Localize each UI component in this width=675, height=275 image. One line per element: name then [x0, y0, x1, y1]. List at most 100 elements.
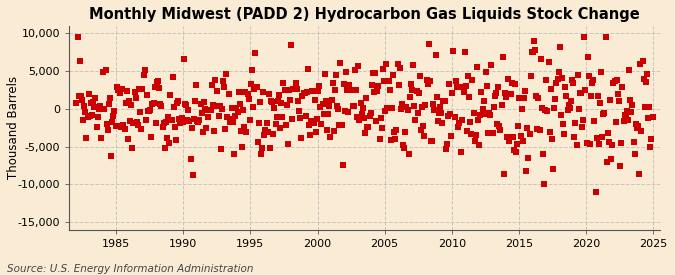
Point	[273, 93, 284, 97]
Point	[290, 81, 301, 85]
Point	[142, 93, 153, 98]
Point	[263, 91, 274, 96]
Point	[100, 68, 111, 73]
Point	[155, 102, 166, 107]
Point	[514, 95, 525, 100]
Point	[340, 109, 350, 113]
Point	[217, 78, 228, 83]
Point	[106, 154, 117, 158]
Point	[334, 123, 345, 127]
Point	[383, 78, 394, 83]
Point	[360, 131, 371, 135]
Point	[227, 106, 238, 110]
Point	[209, 129, 219, 133]
Point	[298, 90, 309, 95]
Point	[487, 130, 498, 135]
Point	[601, 160, 612, 164]
Point	[370, 71, 381, 75]
Point	[151, 121, 161, 126]
Point	[557, 76, 568, 81]
Point	[491, 122, 502, 126]
Point	[374, 137, 385, 141]
Point	[327, 81, 338, 86]
Point	[111, 84, 122, 89]
Point	[342, 88, 352, 93]
Point	[146, 135, 157, 139]
Point	[382, 105, 393, 110]
Point	[409, 104, 420, 108]
Point	[533, 96, 544, 100]
Point	[215, 147, 226, 151]
Point	[385, 138, 396, 142]
Point	[626, 109, 637, 114]
Point	[627, 103, 638, 108]
Point	[147, 102, 158, 106]
Point	[391, 128, 402, 132]
Point	[153, 79, 163, 83]
Point	[549, 106, 560, 111]
Point	[256, 152, 267, 156]
Point	[132, 120, 142, 124]
Point	[624, 68, 634, 73]
Point	[108, 113, 119, 118]
Point	[355, 101, 366, 105]
Point	[431, 95, 442, 100]
Point	[612, 92, 623, 96]
Point	[321, 128, 332, 132]
Point	[139, 67, 150, 72]
Point	[101, 122, 112, 126]
Point	[309, 98, 320, 103]
Point	[570, 121, 580, 126]
Point	[614, 99, 624, 103]
Point	[608, 81, 619, 86]
Point	[390, 137, 401, 142]
Point	[522, 126, 533, 130]
Point	[98, 70, 109, 74]
Point	[184, 119, 195, 123]
Point	[485, 113, 495, 117]
Point	[419, 134, 430, 138]
Point	[634, 172, 645, 176]
Point	[588, 78, 599, 82]
Point	[447, 91, 458, 96]
Point	[188, 117, 199, 121]
Point	[276, 101, 287, 105]
Point	[642, 72, 653, 76]
Point	[169, 125, 180, 129]
Point	[511, 150, 522, 154]
Point	[105, 96, 115, 100]
Point	[300, 114, 311, 118]
Point	[558, 122, 568, 126]
Point	[404, 95, 415, 99]
Point	[238, 108, 248, 112]
Point	[198, 100, 209, 104]
Point	[356, 112, 367, 116]
Point	[518, 139, 529, 144]
Point	[612, 78, 622, 82]
Point	[551, 80, 562, 85]
Point	[445, 111, 456, 116]
Point	[531, 94, 541, 98]
Point	[605, 156, 616, 161]
Point	[423, 42, 434, 46]
Point	[455, 84, 466, 89]
Point	[338, 81, 349, 86]
Point	[552, 77, 563, 81]
Point	[158, 120, 169, 125]
Point	[103, 102, 114, 106]
Point	[489, 94, 500, 98]
Point	[200, 126, 211, 130]
Point	[352, 115, 362, 119]
Point	[525, 73, 536, 78]
Point	[521, 169, 532, 173]
Point	[333, 107, 344, 111]
Point	[144, 108, 155, 113]
Point	[205, 108, 216, 112]
Point	[603, 139, 614, 144]
Point	[242, 92, 253, 96]
Point	[223, 91, 234, 96]
Point	[496, 103, 507, 107]
Point	[425, 78, 435, 83]
Point	[183, 108, 194, 112]
Point	[135, 109, 146, 114]
